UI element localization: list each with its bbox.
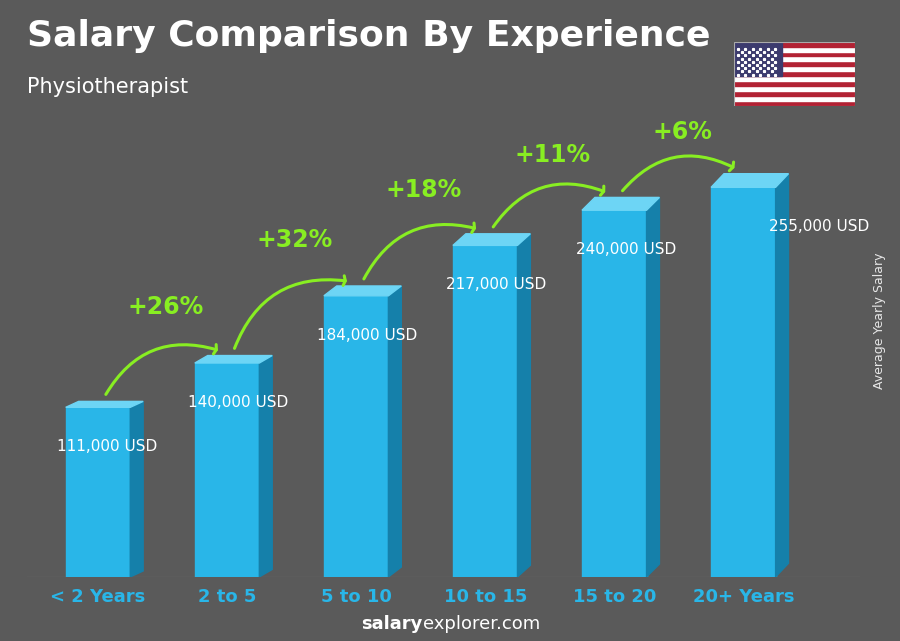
Bar xyxy=(734,62,855,66)
Polygon shape xyxy=(324,286,401,296)
Text: +26%: +26% xyxy=(128,296,204,319)
Bar xyxy=(711,187,776,577)
Text: Salary Comparison By Experience: Salary Comparison By Experience xyxy=(27,19,710,53)
Bar xyxy=(734,51,855,56)
Text: 255,000 USD: 255,000 USD xyxy=(770,219,869,235)
Polygon shape xyxy=(130,401,143,577)
Bar xyxy=(582,210,646,577)
Polygon shape xyxy=(259,356,272,577)
Bar xyxy=(453,246,518,577)
Bar xyxy=(734,56,855,62)
Text: explorer.com: explorer.com xyxy=(423,615,540,633)
Bar xyxy=(66,407,130,577)
Text: 184,000 USD: 184,000 USD xyxy=(318,328,418,343)
Text: salary: salary xyxy=(362,615,423,633)
Text: +32%: +32% xyxy=(256,228,333,253)
Bar xyxy=(734,71,855,76)
Text: 217,000 USD: 217,000 USD xyxy=(446,278,546,292)
Bar xyxy=(734,42,855,47)
Bar xyxy=(734,76,855,81)
Polygon shape xyxy=(453,234,530,246)
Bar xyxy=(734,47,855,51)
Polygon shape xyxy=(389,286,401,577)
Bar xyxy=(734,66,855,71)
Bar xyxy=(324,296,389,577)
Text: 240,000 USD: 240,000 USD xyxy=(575,242,676,257)
Text: +11%: +11% xyxy=(515,143,591,167)
Polygon shape xyxy=(776,174,788,577)
Bar xyxy=(734,91,855,96)
Bar xyxy=(734,42,782,76)
Bar xyxy=(734,101,855,106)
Polygon shape xyxy=(518,234,530,577)
Polygon shape xyxy=(66,401,143,407)
Bar xyxy=(734,86,855,91)
Bar xyxy=(194,363,259,577)
Text: +6%: +6% xyxy=(652,120,712,144)
Bar xyxy=(734,81,855,86)
Polygon shape xyxy=(194,356,272,363)
Polygon shape xyxy=(582,197,660,210)
Polygon shape xyxy=(646,197,660,577)
Text: 140,000 USD: 140,000 USD xyxy=(188,395,289,410)
Bar xyxy=(734,96,855,101)
Text: Physiotherapist: Physiotherapist xyxy=(27,77,188,97)
Text: +18%: +18% xyxy=(386,178,462,202)
Polygon shape xyxy=(711,174,788,187)
Text: Average Yearly Salary: Average Yearly Salary xyxy=(874,253,886,388)
Text: 111,000 USD: 111,000 USD xyxy=(57,440,157,454)
